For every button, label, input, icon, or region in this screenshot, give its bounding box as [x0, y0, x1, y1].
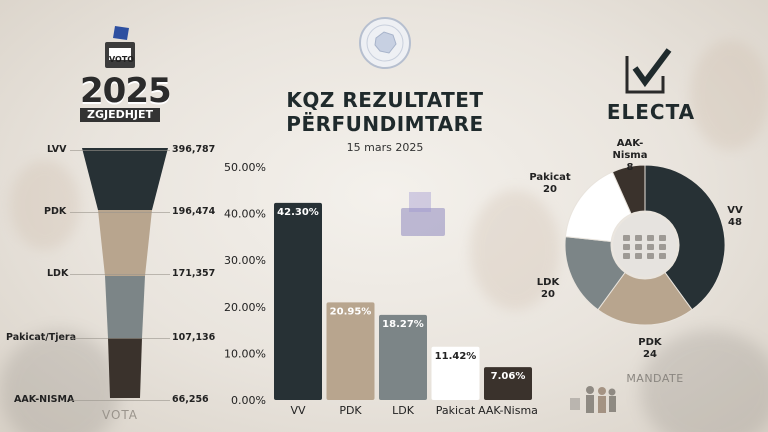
donut-category: Pakicat [529, 172, 571, 183]
donut-category: AAK-Nisma [612, 138, 648, 161]
seat-icon [647, 235, 654, 241]
donut-slice-label: LDK 20 [523, 277, 573, 301]
donut-slice-label: PDK 24 [625, 337, 675, 361]
bar [379, 314, 427, 400]
background-crowd [10, 160, 80, 250]
bar-value-label: 7.06% [491, 371, 526, 382]
funnel-leader-line [70, 338, 170, 339]
seat-icon [635, 253, 642, 259]
funnel-chart [82, 148, 168, 398]
title-line-1: KQZ REZULTATET [286, 88, 484, 112]
funnel-category-label: PDK [44, 206, 67, 217]
background-crowd [690, 40, 768, 150]
funnel-value-label: 66,256 [172, 394, 209, 405]
funnel-value-label: 107,136 [172, 332, 216, 343]
parliament-icon [613, 213, 677, 277]
donut-slice [597, 271, 693, 326]
bar [484, 367, 532, 400]
title-line-2: PËRFUNDIMTARE [286, 112, 484, 136]
year-badge: 2025 [80, 71, 172, 111]
seat-icon [659, 235, 666, 241]
kqz-seal-icon [359, 17, 411, 69]
y-tick-label: 0.00% [231, 394, 266, 407]
donut-slice-label: VV 48 [710, 205, 760, 229]
checkmark-logo-icon [625, 48, 672, 94]
funnel-category-label: AAK-NISMA [14, 394, 75, 405]
seats-donut-chart [564, 164, 726, 326]
funnel-segment [98, 210, 152, 276]
page-title: KQZ REZULTATET PËRFUNDIMTARE [250, 88, 520, 136]
ballot-box-icon [105, 26, 135, 68]
seat-icon [635, 235, 642, 241]
background-crowd [640, 330, 768, 432]
bar-value-label: 42.30% [277, 207, 319, 218]
donut-category: PDK [638, 337, 662, 348]
seat-icon [623, 235, 630, 241]
donut-category: LDK [536, 277, 560, 288]
donut-category: VV [727, 205, 743, 216]
x-tick-label: VV [290, 404, 306, 417]
bar-value-label: 18.27% [382, 319, 424, 330]
background-crowd [0, 330, 120, 432]
donut-value: 24 [643, 349, 657, 360]
bar [431, 346, 480, 400]
funnel-leader-line [70, 150, 170, 151]
seat-icon [647, 253, 654, 259]
bar [326, 302, 375, 400]
x-tick-label: PDK [339, 404, 362, 417]
funnel-value-label: 396,787 [172, 144, 216, 155]
vote-box-icon [401, 192, 445, 236]
seat-icon [635, 244, 642, 250]
funnel-value-label: 196,474 [172, 206, 216, 217]
bar [274, 202, 322, 400]
x-tick-label: LDK [392, 404, 415, 417]
donut-slice-label: Pakicat 20 [525, 172, 575, 196]
bar-value-label: 20.95% [330, 306, 372, 317]
y-tick-label: 30.00% [224, 254, 266, 267]
donut-value: 20 [543, 184, 557, 195]
y-tick-label: 20.00% [224, 301, 266, 314]
funnel-segment [105, 276, 145, 338]
background-crowd [470, 190, 560, 310]
y-tick-label: 10.00% [224, 347, 266, 360]
funnel-caption: VOTA [101, 408, 139, 422]
funnel-segment [108, 338, 142, 398]
funnel-category-label: LVV [47, 144, 67, 155]
funnel-segment [82, 148, 168, 210]
donut-value: 8 [626, 162, 634, 173]
donut-slice-label: AAK-Nisma 8 [605, 138, 655, 174]
bar-chart: 0.00% 10.00% 20.00% 30.00% 40.00% 50.00% 42.30… [224, 161, 538, 417]
donut-slice [644, 164, 726, 311]
donut-caption: MANDATE [626, 372, 684, 385]
seat-icon [623, 253, 630, 259]
x-tick-label: Pakicat [436, 404, 476, 417]
funnel-category-label: Pakicat/Tjera [6, 332, 77, 343]
seat-icon [647, 244, 654, 250]
donut-value: 20 [541, 289, 555, 300]
year-subtitle: ZGJEDHJET [80, 108, 160, 122]
seat-icon [623, 244, 630, 250]
donut-slice [611, 164, 646, 215]
funnel-category-label: LDK [47, 268, 69, 279]
seat-icon [659, 253, 666, 259]
donut-value: 48 [728, 217, 742, 228]
seat-icon [659, 244, 666, 250]
y-tick-label: 40.00% [224, 208, 266, 221]
bar-value-label: 11.42% [435, 351, 477, 362]
x-tick-label: AAK-Nisma [478, 404, 538, 417]
funnel-leader-line [70, 212, 170, 213]
y-tick-label: 50.00% [224, 161, 266, 174]
voters-illustration-icon [570, 386, 616, 413]
brand-logo: ELECTA [606, 100, 696, 124]
funnel-leader-line [70, 274, 170, 275]
date-label: 15 mars 2025 [346, 141, 424, 154]
funnel-value-label: 171,357 [172, 268, 216, 279]
funnel-leader-line [70, 400, 170, 401]
ballot-label: VOTO [109, 55, 135, 64]
